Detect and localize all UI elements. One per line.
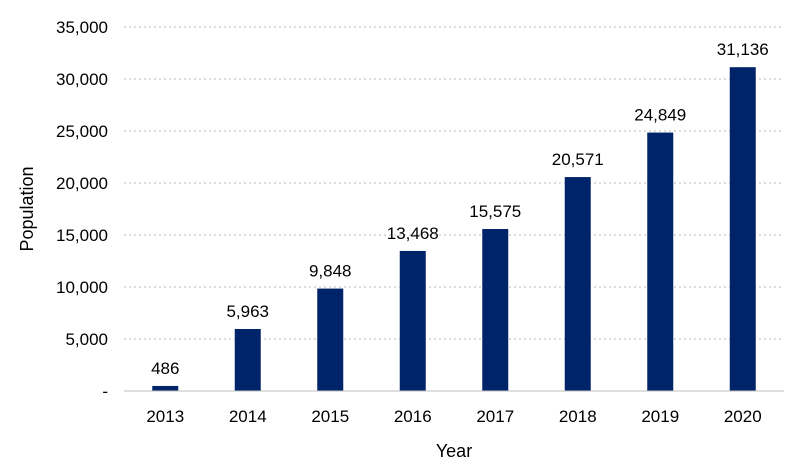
bar <box>564 177 591 391</box>
x-tick-label: 2015 <box>311 407 349 426</box>
bars <box>152 67 756 391</box>
y-axis-ticks: - 5,000 10,000 15,000 20,000 25,000 30,000 35,0… <box>56 18 108 401</box>
gridlines <box>124 26 784 340</box>
y-tick-label: 35,000 <box>56 18 108 37</box>
data-label: 15,575 <box>469 202 521 221</box>
x-tick-label: 2019 <box>641 407 679 426</box>
x-tick-label: 2018 <box>559 407 597 426</box>
data-label: 13,468 <box>387 224 439 243</box>
data-label: 5,963 <box>226 302 269 321</box>
data-label: 24,849 <box>634 106 686 125</box>
y-axis-label: Population <box>17 166 37 251</box>
data-label: 31,136 <box>717 40 769 59</box>
data-label: 486 <box>151 359 179 378</box>
x-axis-label: Year <box>436 441 472 461</box>
y-tick-label: - <box>102 382 108 401</box>
data-label: 9,848 <box>309 262 352 281</box>
bar <box>647 132 674 391</box>
data-labels: 486 5,963 9,848 13,468 15,575 20,571 24,849 31,… <box>151 40 769 378</box>
x-tick-label: 2014 <box>229 407 267 426</box>
y-tick-label: 30,000 <box>56 70 108 89</box>
x-tick-label: 2013 <box>146 407 184 426</box>
bar <box>152 385 179 391</box>
y-tick-label: 5,000 <box>65 330 108 349</box>
x-tick-label: 2016 <box>394 407 432 426</box>
bar <box>482 229 509 391</box>
data-label: 20,571 <box>552 150 604 169</box>
x-axis-ticks: 2013 2014 2015 2016 2017 2018 2019 2020 <box>146 407 761 426</box>
y-tick-label: 25,000 <box>56 122 108 141</box>
y-tick-label: 20,000 <box>56 174 108 193</box>
bar <box>729 67 756 391</box>
x-tick-label: 2020 <box>724 407 762 426</box>
y-tick-label: 10,000 <box>56 278 108 297</box>
bar <box>234 328 261 391</box>
x-tick-label: 2017 <box>476 407 514 426</box>
bar <box>317 288 344 391</box>
bar <box>399 250 426 391</box>
y-tick-label: 15,000 <box>56 226 108 245</box>
